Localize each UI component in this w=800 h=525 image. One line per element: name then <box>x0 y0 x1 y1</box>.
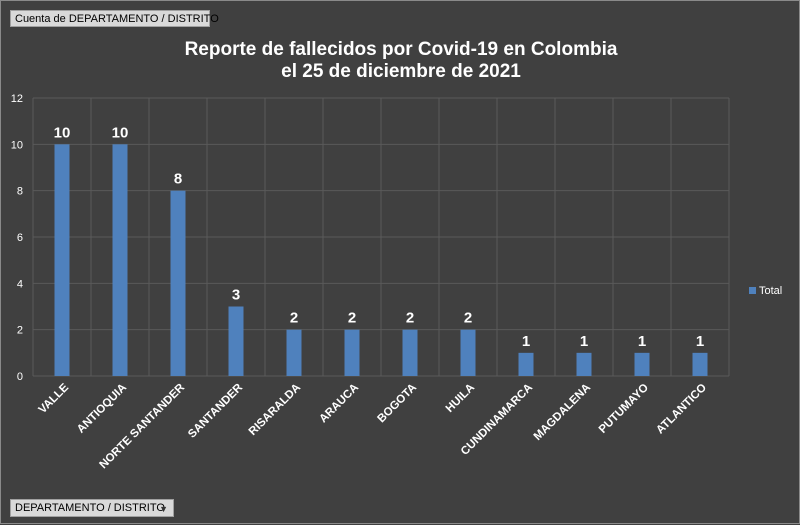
legend-label: Total <box>759 285 783 297</box>
data-label: 2 <box>290 310 298 327</box>
x-tick-label: ARAUCA <box>317 382 361 426</box>
bar <box>692 352 708 376</box>
data-label: 1 <box>696 333 704 350</box>
chart-title-line-1: Reporte de fallecidos por Covid-19 en Co… <box>184 39 618 60</box>
bar <box>402 329 418 376</box>
y-tick-label: 0 <box>17 371 23 383</box>
bar <box>54 144 70 376</box>
x-tick-label: MAGDALENA <box>532 382 593 443</box>
data-label: 10 <box>54 124 71 141</box>
x-tick-label: HUILA <box>444 382 477 415</box>
data-label: 1 <box>638 333 646 350</box>
data-label: 2 <box>464 310 472 327</box>
bar <box>634 352 650 376</box>
chart-title: Reporte de fallecidos por Covid-19 en Co… <box>81 39 721 83</box>
x-tick-label: PUTUMAYO <box>597 382 651 436</box>
bar <box>460 329 476 376</box>
x-tick-label: ANTIOQUIA <box>75 382 129 436</box>
chart-title-line-2: el 25 de diciembre de 2021 <box>281 61 521 82</box>
data-label: 1 <box>580 333 588 350</box>
x-tick-label: VALLE <box>37 381 72 416</box>
data-label: 2 <box>348 310 356 327</box>
data-label: 8 <box>174 171 182 188</box>
bar <box>344 329 360 376</box>
legend-swatch <box>749 287 756 294</box>
x-tick-label: RISARALDA <box>247 382 303 438</box>
y-tick-label: 4 <box>17 278 23 290</box>
chart-legend: Total <box>749 285 782 297</box>
bar <box>518 352 534 376</box>
bar <box>170 190 186 376</box>
x-tick-label: BOGOTA <box>376 382 420 426</box>
bar <box>576 352 592 376</box>
data-label: 2 <box>406 310 414 327</box>
bar <box>228 306 244 376</box>
data-label: 10 <box>112 124 129 141</box>
dropdown-arrow-icon: ▼ <box>159 504 168 514</box>
value-field-button[interactable]: Cuenta de DEPARTAMENTO / DISTRITO <box>10 10 219 27</box>
y-tick-label: 12 <box>11 93 23 105</box>
axis-field-label: DEPARTAMENTO / DISTRITO <box>15 502 165 514</box>
y-tick-label: 8 <box>17 186 23 198</box>
y-tick-label: 6 <box>17 232 23 244</box>
y-tick-label: 2 <box>17 325 23 337</box>
axis-field-dropdown[interactable]: DEPARTAMENTO / DISTRITO ▼ <box>10 499 174 517</box>
bar <box>286 329 302 376</box>
data-label: 1 <box>522 333 530 350</box>
bar <box>112 144 128 376</box>
data-label: 3 <box>232 287 240 304</box>
x-tick-label: ATLANTICO <box>654 382 709 437</box>
x-tick-label: SANTANDER <box>186 381 245 440</box>
y-tick-label: 10 <box>11 139 23 151</box>
